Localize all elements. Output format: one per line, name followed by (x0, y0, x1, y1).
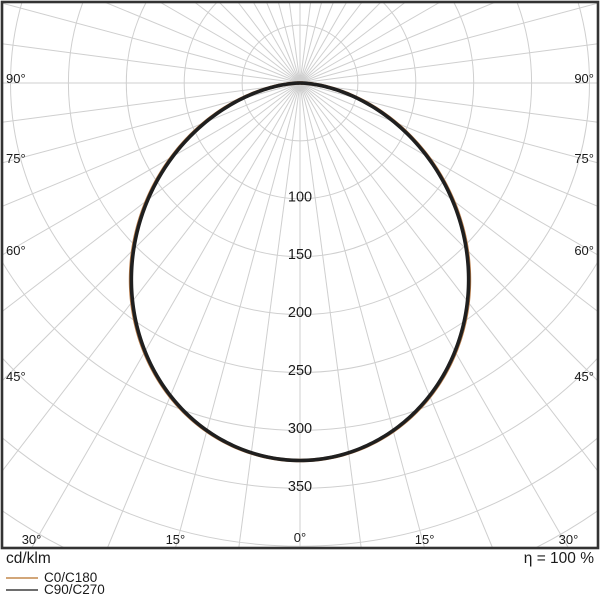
svg-text:30°: 30° (559, 532, 579, 547)
svg-text:η = 100 %: η = 100 % (524, 550, 594, 567)
svg-text:150: 150 (288, 247, 312, 263)
svg-text:75°: 75° (6, 151, 26, 166)
svg-text:200: 200 (288, 305, 312, 321)
svg-text:cd/klm: cd/klm (6, 550, 51, 567)
svg-text:350: 350 (288, 479, 312, 495)
svg-text:90°: 90° (574, 71, 594, 86)
svg-text:45°: 45° (574, 369, 594, 384)
svg-text:250: 250 (288, 363, 312, 379)
svg-text:15°: 15° (166, 532, 186, 547)
svg-text:75°: 75° (574, 151, 594, 166)
svg-text:0°: 0° (294, 530, 306, 545)
svg-text:15°: 15° (415, 532, 435, 547)
svg-text:30°: 30° (22, 532, 42, 547)
svg-text:90°: 90° (6, 71, 26, 86)
svg-text:C90/C270: C90/C270 (44, 582, 105, 597)
svg-text:300: 300 (288, 421, 312, 437)
svg-text:60°: 60° (574, 243, 594, 258)
svg-text:100: 100 (288, 189, 312, 205)
svg-text:60°: 60° (6, 243, 26, 258)
svg-text:45°: 45° (6, 369, 26, 384)
